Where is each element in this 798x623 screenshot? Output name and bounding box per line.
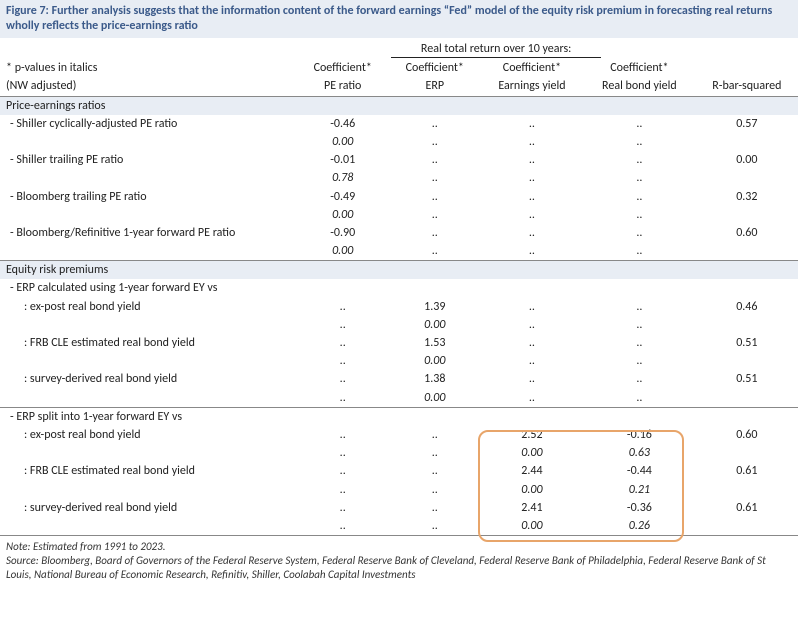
left-note-bottom: (NW adjusted) [0,77,297,96]
table-row: - Shiller cyclically-adjusted PE ratio -… [0,115,798,133]
table-row: : survey-derived real bond yield .. .. 2… [0,499,798,517]
table-row-pvalue: .. .. 0.00 0.21 [0,481,798,499]
section-erp: Equity risk premiums [0,261,798,280]
col-hdr-ey-top: Coefficient* [481,59,583,77]
table-row-pvalue: .. 0.00 .. .. [0,389,798,408]
table-row: - Bloomberg/Refinitive 1-year forward PE… [0,224,798,242]
spanning-header: Real total return over 10 years: [391,41,601,58]
table-row-pvalue: 0.00 .. .. .. [0,133,798,151]
subheader-erp-calc: - ERP calculated using 1-year forward EY… [0,279,798,297]
table-row: : ex-post real bond yield .. 1.39 .. .. … [0,298,798,316]
table-row: : ex-post real bond yield .. .. 2.52 -0.… [0,426,798,444]
figure-title: Figure 7: Further analysis suggests that… [0,0,798,38]
col-hdr-erp-top: Coefficient* [389,59,481,77]
table-row: : FRB CLE estimated real bond yield .. .… [0,462,798,480]
col-hdr-rby-top: Coefficient* [583,59,696,77]
col-hdr-pe-bot: PE ratio [297,77,389,96]
col-hdr-r2: R-bar-squared [696,77,798,96]
table-row-pvalue: .. 0.00 .. .. [0,352,798,370]
header-row-span: Real total return over 10 years: [0,38,798,59]
table-row-pvalue: .. .. 0.00 0.26 [0,517,798,536]
col-hdr-erp-bot: ERP [389,77,481,96]
col-hdr-pe-top: Coefficient* [297,59,389,77]
footer-source: Source: Bloomberg, Board of Governors of… [6,554,792,582]
table-row: - Shiller trailing PE ratio -0.01 .. .. … [0,151,798,169]
footer-note: Note: Estimated from 1991 to 2023. [6,540,792,554]
col-hdr-ey-bot: Earnings yield [481,77,583,96]
table-row-pvalue: 0.78 .. .. .. [0,169,798,187]
section-pe: Price-earnings ratios [0,96,798,115]
table-row: : survey-derived real bond yield .. 1.38… [0,370,798,388]
table-row-pvalue: 0.00 .. .. .. [0,242,798,261]
subheader-erp-split: - ERP split into 1-year forward EY vs [0,407,798,426]
footer: Note: Estimated from 1991 to 2023. Sourc… [0,536,798,589]
data-table: Real total return over 10 years: * p-val… [0,38,798,536]
table-row: : FRB CLE estimated real bond yield .. 1… [0,334,798,352]
table-row-pvalue: .. .. 0.00 0.63 [0,444,798,462]
table-row-pvalue: .. 0.00 .. .. [0,316,798,334]
table-row: - Bloomberg trailing PE ratio -0.49 .. .… [0,188,798,206]
left-note-top: * p-values in italics [0,59,297,77]
header-row-2: (NW adjusted) PE ratio ERP Earnings yiel… [0,77,798,96]
header-row-1: * p-values in italics Coefficient* Coeff… [0,59,798,77]
table-row-pvalue: 0.00 .. .. .. [0,206,798,224]
figure-container: Figure 7: Further analysis suggests that… [0,0,798,589]
col-hdr-rby-bot: Real bond yield [583,77,696,96]
